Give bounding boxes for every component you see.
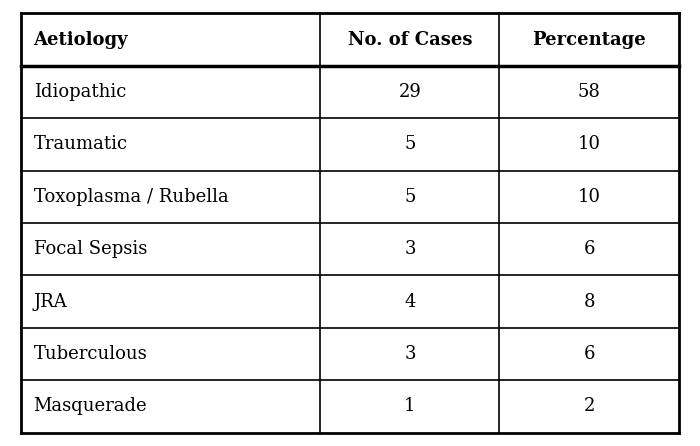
Text: Tuberculous: Tuberculous	[34, 345, 147, 363]
Text: Masquerade: Masquerade	[34, 397, 147, 415]
Text: 1: 1	[404, 397, 416, 415]
Text: JRA: JRA	[34, 293, 67, 310]
Text: Traumatic: Traumatic	[34, 136, 127, 153]
Text: Focal Sepsis: Focal Sepsis	[34, 240, 147, 258]
Text: 3: 3	[404, 240, 416, 258]
Text: No. of Cases: No. of Cases	[348, 31, 472, 49]
Text: 10: 10	[578, 188, 601, 206]
Text: 5: 5	[404, 188, 416, 206]
Text: Toxoplasma / Rubella: Toxoplasma / Rubella	[34, 188, 228, 206]
Text: Idiopathic: Idiopathic	[34, 83, 126, 101]
Text: 3: 3	[404, 345, 416, 363]
Text: 2: 2	[584, 397, 595, 415]
Text: 6: 6	[583, 345, 595, 363]
Text: 8: 8	[583, 293, 595, 310]
Text: 6: 6	[583, 240, 595, 258]
Text: Aetiology: Aetiology	[34, 31, 128, 49]
Text: 10: 10	[578, 136, 601, 153]
Text: 29: 29	[398, 83, 421, 101]
Text: Percentage: Percentage	[532, 31, 646, 49]
Text: 4: 4	[404, 293, 416, 310]
Text: 5: 5	[404, 136, 416, 153]
Text: 58: 58	[578, 83, 601, 101]
